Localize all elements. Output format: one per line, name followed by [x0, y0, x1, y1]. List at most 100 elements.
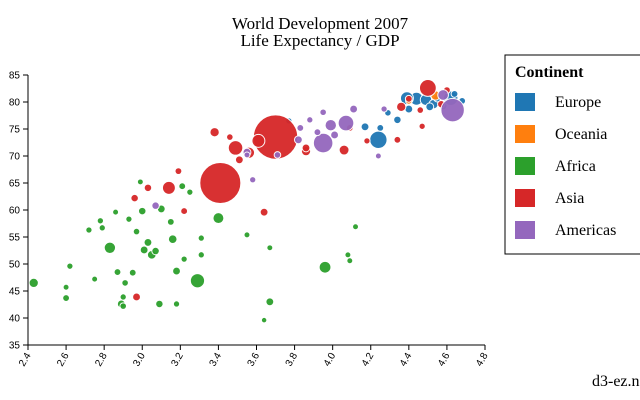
- bubble: [312, 132, 334, 154]
- bubble: [132, 292, 141, 302]
- bubble: [209, 127, 220, 138]
- bubble: [349, 104, 359, 114]
- legend-label: Americas: [555, 222, 616, 239]
- bubble: [306, 116, 314, 124]
- x-tick-label: 2.4: [17, 351, 34, 369]
- bubble: [167, 234, 178, 244]
- bubble: [440, 97, 465, 123]
- bubble: [119, 302, 128, 310]
- legend-swatch: [515, 221, 535, 239]
- bubble: [119, 293, 127, 301]
- y-tick-label: 80: [9, 98, 21, 109]
- bubble: [418, 122, 426, 130]
- y-tick-label: 85: [9, 71, 21, 82]
- bubble: [324, 119, 337, 132]
- bubble: [266, 244, 274, 252]
- bubble: [360, 122, 370, 132]
- bubble: [226, 133, 234, 141]
- bubble: [103, 241, 117, 254]
- bubble: [338, 144, 350, 156]
- legend-swatch: [515, 125, 535, 143]
- bubble: [234, 155, 244, 165]
- y-tick-label: 75: [9, 125, 21, 136]
- chart-subtitle: Life Expectancy / GDP: [240, 31, 399, 50]
- x-tick-label: 4.6: [436, 351, 453, 369]
- bubble: [337, 114, 355, 132]
- x-tick-label: 4.8: [474, 351, 491, 369]
- bubble: [98, 224, 106, 232]
- bubble: [259, 207, 269, 217]
- bubble: [112, 208, 120, 216]
- bubble: [352, 223, 359, 231]
- footer: d3-ez.net: [592, 373, 640, 390]
- legend-swatch: [515, 93, 535, 111]
- bubble: [66, 262, 74, 270]
- bubble: [143, 237, 153, 247]
- bubble: [130, 193, 139, 203]
- bubble: [174, 167, 183, 176]
- bubble: [301, 143, 311, 153]
- x-tick-label: 3.6: [246, 351, 263, 369]
- bubble: [125, 215, 133, 223]
- bubble: [251, 133, 266, 148]
- bubble: [189, 273, 206, 289]
- bubble: [344, 251, 352, 259]
- x-tick-label: 3.2: [169, 351, 186, 369]
- bubble: [151, 201, 160, 210]
- x-tick-label: 2.8: [93, 351, 110, 369]
- x-tick-label: 4.2: [360, 351, 377, 369]
- y-tick-label: 50: [9, 260, 21, 271]
- bubble: [85, 226, 93, 234]
- bubble: [374, 152, 382, 160]
- bubble: [197, 234, 205, 242]
- y-tick-label: 55: [9, 233, 21, 244]
- bubble: [132, 227, 141, 236]
- legend-label: Asia: [555, 190, 584, 207]
- legend-label: Oceania: [555, 126, 607, 143]
- x-tick-label: 4.4: [398, 351, 415, 369]
- bubble: [396, 101, 407, 113]
- bubble: [128, 268, 137, 277]
- y-tick-label: 40: [9, 314, 21, 325]
- bubble: [416, 106, 425, 114]
- bubble: [199, 161, 242, 205]
- bubble: [425, 102, 435, 112]
- bubble: [166, 217, 175, 226]
- bubble: [393, 135, 402, 144]
- bubble: [393, 115, 402, 125]
- bubble: [243, 231, 251, 239]
- y-tick-label: 45: [9, 287, 21, 298]
- bubble: [273, 151, 282, 159]
- legend-label: Europe: [555, 94, 601, 111]
- bubble: [346, 257, 354, 265]
- y-tick-label: 60: [9, 206, 21, 217]
- bubble: [151, 246, 160, 256]
- x-tick-label: 3.0: [131, 351, 148, 369]
- bubble: [121, 279, 129, 287]
- legend-label: Africa: [555, 158, 596, 175]
- bubble: [380, 105, 388, 113]
- legend-swatch: [515, 189, 535, 207]
- bubble: [113, 268, 122, 277]
- chart-title: World Development 2007: [232, 14, 409, 33]
- bubble: [96, 217, 105, 225]
- bubble: [178, 182, 187, 191]
- y-tick-label: 65: [9, 179, 21, 190]
- bubble: [172, 300, 181, 308]
- bubble: [437, 89, 449, 101]
- bubble: [172, 266, 181, 276]
- bubble: [404, 94, 413, 103]
- bubble: [369, 130, 388, 150]
- bubble: [139, 245, 149, 255]
- bubble: [450, 89, 459, 98]
- bubbles: [28, 79, 467, 324]
- bubble: [318, 260, 332, 274]
- y-tick-label: 35: [9, 341, 21, 352]
- bubble: [296, 123, 305, 132]
- bubble: [293, 135, 303, 145]
- bubble: [137, 206, 147, 216]
- bubble: [136, 178, 144, 186]
- x-tick-label: 3.4: [208, 351, 225, 369]
